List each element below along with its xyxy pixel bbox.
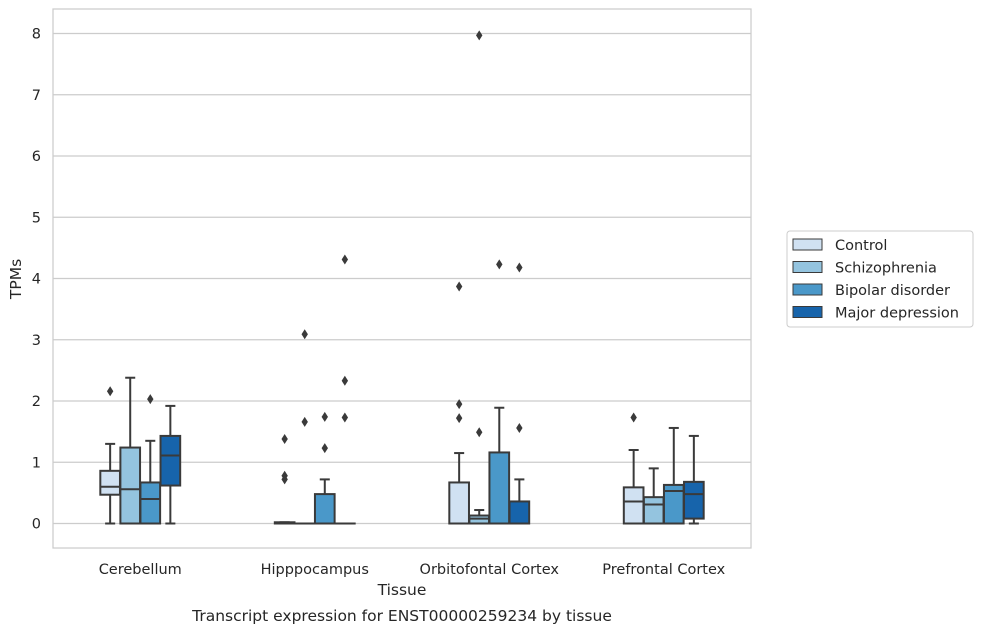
box-iqr — [683, 480, 705, 520]
x-axis-title: Tissue — [377, 581, 427, 599]
outlier-point — [341, 254, 349, 265]
box-schizophrenia — [119, 376, 142, 525]
box-iqr — [448, 481, 470, 525]
box-iqr — [313, 493, 336, 525]
box-bipolar-disorder — [488, 259, 511, 525]
box-bipolar-disorder — [313, 411, 336, 525]
box-iqr — [99, 469, 121, 496]
box-schizophrenia — [642, 467, 665, 525]
outlier-point — [516, 422, 523, 433]
outlier-point — [321, 411, 328, 422]
x-tick-label: Prefrontal Cortex — [602, 562, 725, 578]
outlier-point — [301, 416, 308, 427]
outlier-point — [301, 329, 308, 340]
x-tick-label: Cerebellum — [99, 562, 182, 578]
outlier-point — [455, 399, 463, 410]
outlier-point — [281, 474, 288, 485]
y-tick-label: 3 — [32, 333, 41, 349]
outlier-point — [630, 412, 637, 423]
outlier-point — [496, 259, 503, 270]
legend-label: Control — [835, 238, 887, 254]
box-groups — [99, 30, 705, 525]
y-tick-label: 2 — [32, 394, 41, 410]
outlier-point — [341, 375, 349, 386]
box-major-depression — [159, 404, 182, 525]
y-tick-label: 6 — [32, 149, 41, 165]
y-tick-label: 5 — [32, 210, 41, 226]
plot-frame — [52, 8, 752, 549]
box-schizophrenia — [468, 30, 491, 525]
y-tick-label: 7 — [32, 88, 41, 104]
box-control — [622, 412, 645, 525]
box-control — [448, 281, 470, 525]
box-iqr — [508, 500, 531, 525]
legend-label: Bipolar disorder — [835, 283, 950, 299]
legend-swatch — [792, 238, 823, 251]
y-tick-labels: 0 1 2 3 4 5 6 7 8 — [32, 27, 41, 533]
x-tick-label: Hipppocampus — [261, 562, 369, 578]
outlier-point — [281, 433, 288, 444]
box-iqr — [622, 486, 645, 525]
legend: Control Schizophrenia Bipolar disorder Majo… — [786, 230, 974, 328]
outlier-point — [476, 30, 483, 41]
legend-frame — [786, 230, 974, 328]
outlier-point — [455, 413, 463, 424]
grid-lines — [53, 32, 751, 525]
legend-label: Schizophrenia — [835, 261, 937, 277]
y-tick-label: 8 — [32, 27, 41, 43]
outlier-point — [476, 427, 483, 438]
y-axis-title: TPMs — [7, 259, 25, 300]
box-major-depression — [508, 262, 531, 525]
x-tick-labels: Cerebellum Hipppocampus Orbitofontal Corte… — [99, 562, 726, 578]
box-iqr — [119, 446, 142, 525]
box-major-depression — [334, 254, 356, 525]
box-bipolar-disorder — [662, 426, 685, 525]
legend-swatch — [792, 306, 823, 318]
box-iqr — [139, 481, 162, 525]
box-bipolar-disorder — [139, 394, 162, 525]
box-iqr — [642, 496, 665, 525]
box-major-depression — [683, 434, 705, 525]
outlier-point — [321, 443, 328, 454]
x-tick-label: Orbitofontal Cortex — [420, 562, 560, 578]
box-control — [99, 386, 121, 525]
y-tick-label: 4 — [32, 272, 41, 288]
legend-swatch — [792, 283, 823, 296]
box-schizophrenia — [293, 329, 316, 525]
outlier-point — [516, 262, 523, 273]
legend-swatch — [792, 261, 823, 273]
box-iqr — [488, 451, 511, 525]
outlier-point — [341, 412, 349, 423]
legend-label: Major depression — [835, 306, 959, 322]
y-tick-label: 1 — [32, 455, 41, 471]
y-tick-label: 0 — [32, 517, 41, 533]
chart-caption: Transcript expression for ENST0000025923… — [191, 607, 612, 625]
outlier-point — [455, 281, 463, 292]
box-control — [273, 433, 296, 525]
outlier-point — [106, 386, 114, 397]
box-iqr — [159, 434, 182, 487]
outlier-point — [147, 394, 154, 405]
